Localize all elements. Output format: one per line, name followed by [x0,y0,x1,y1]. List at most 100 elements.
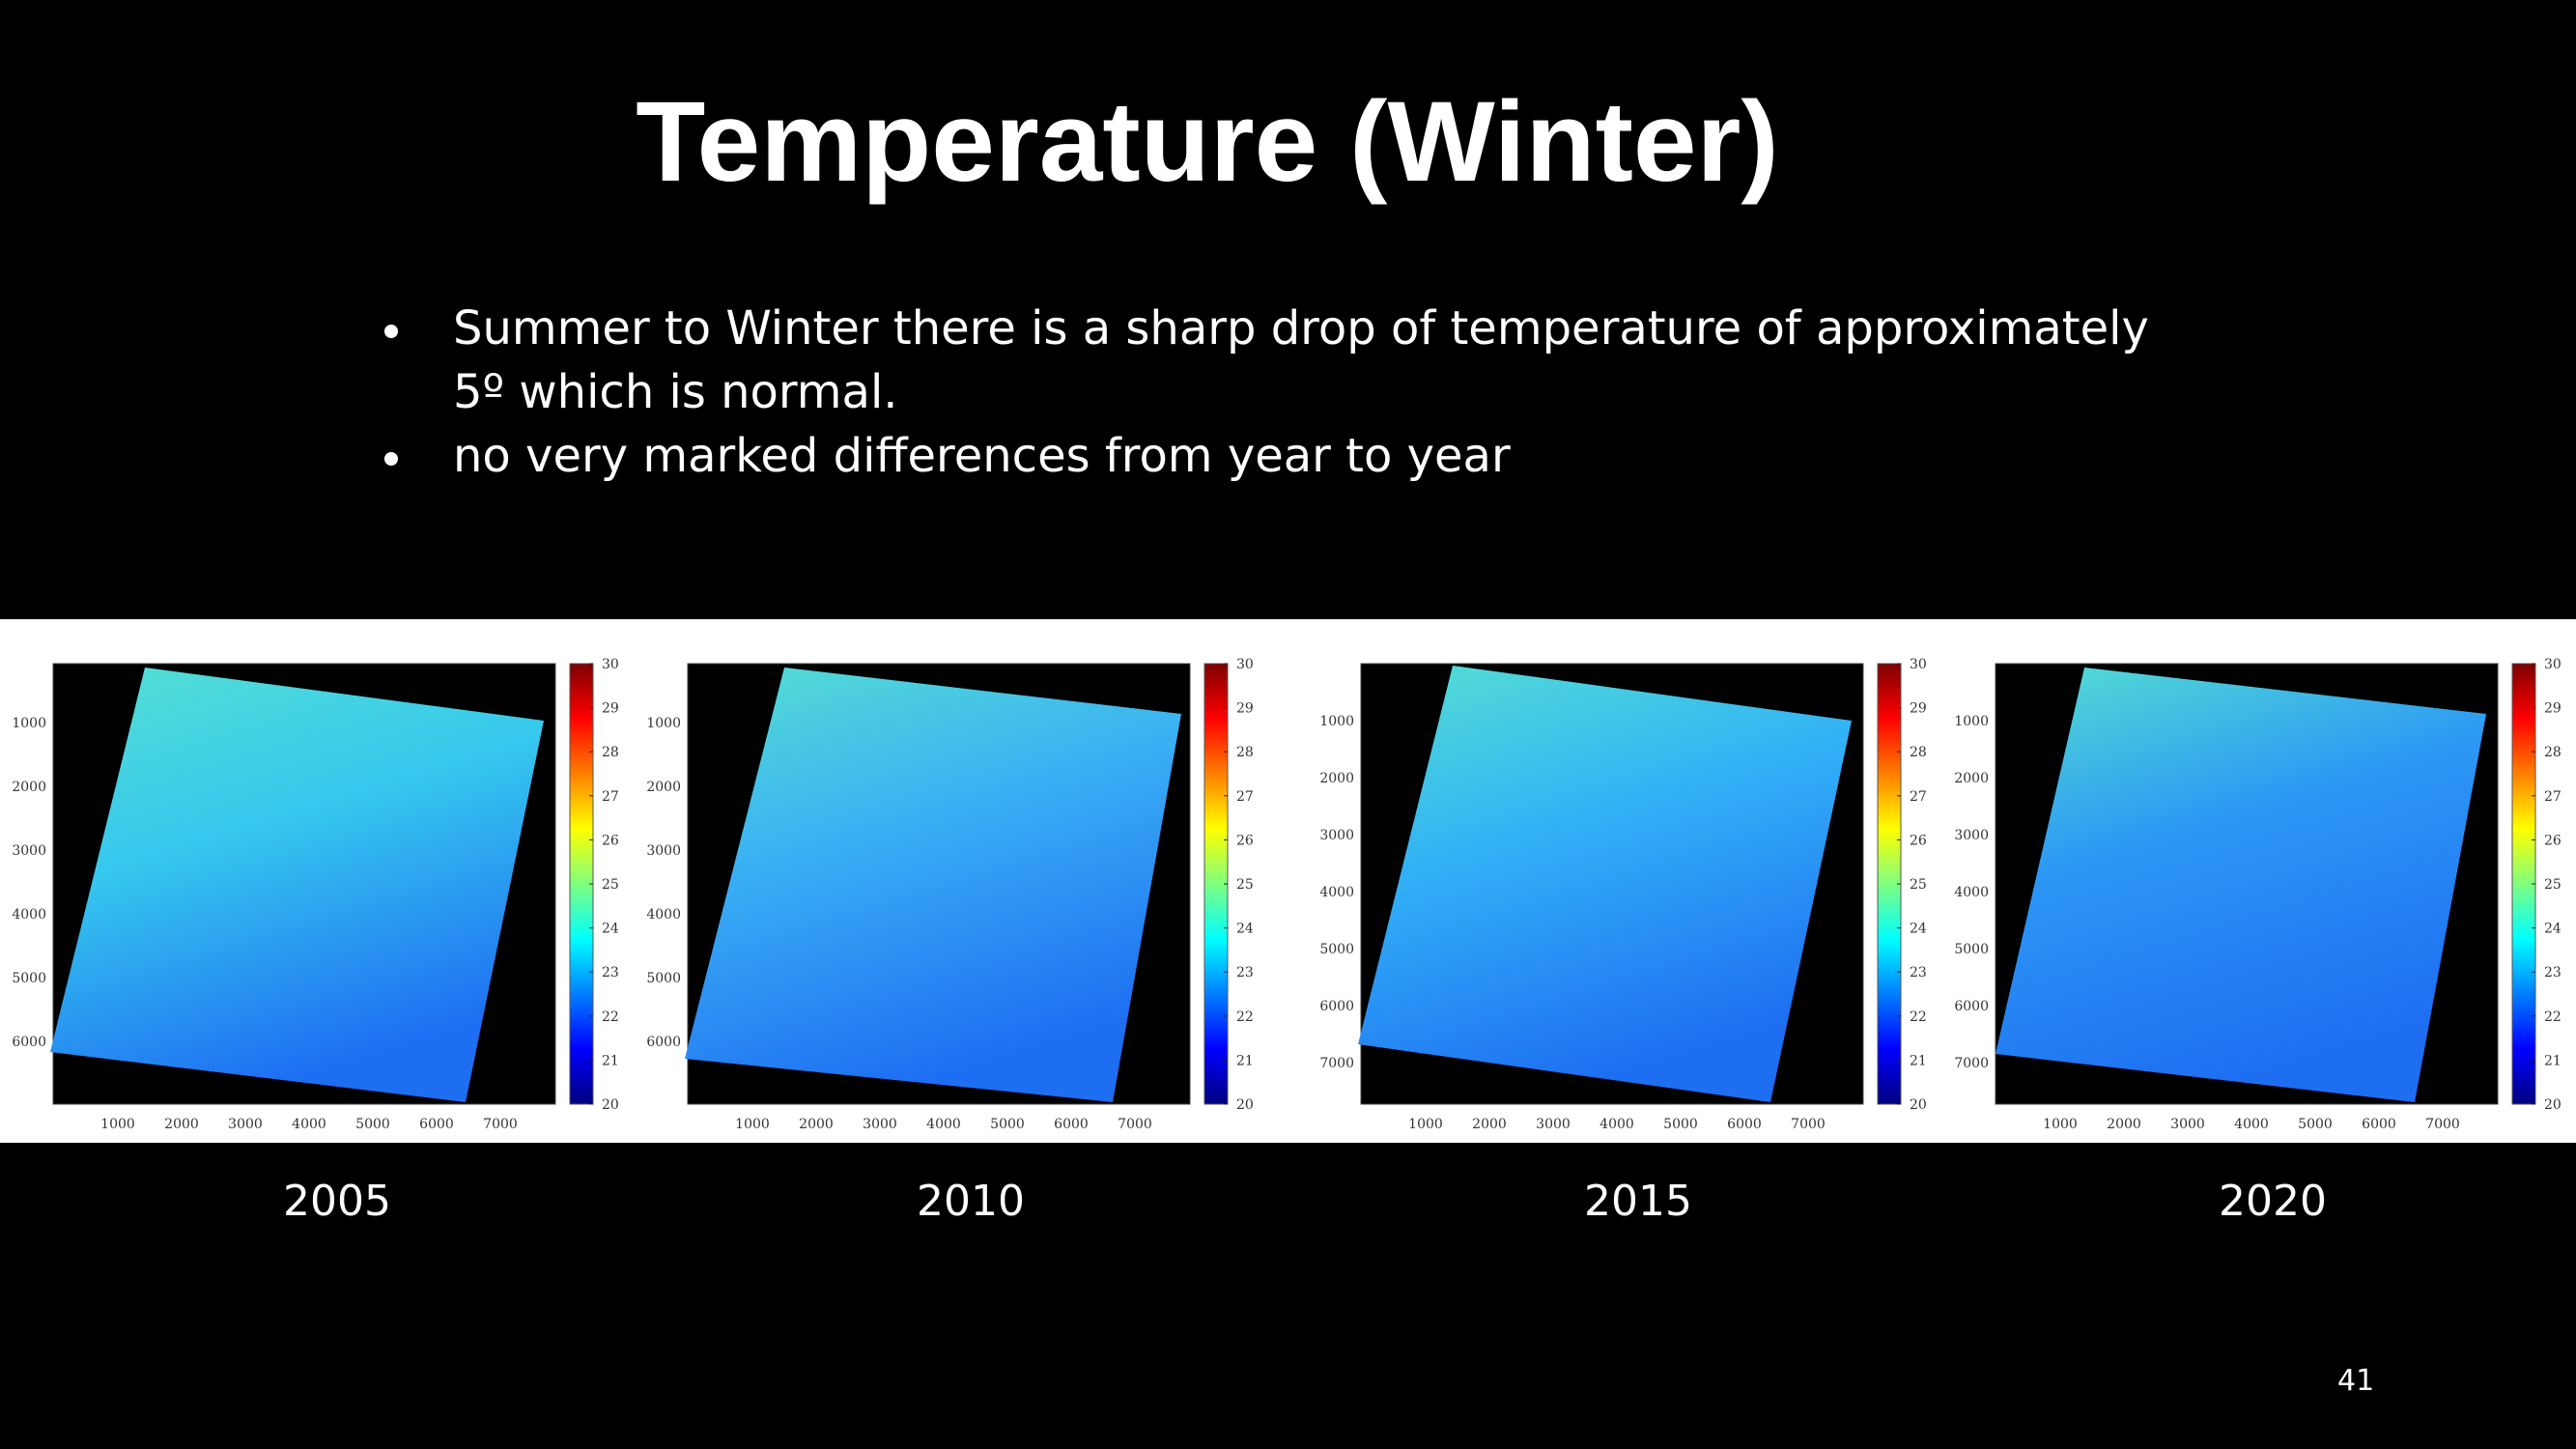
x-tick-label: 1000 [2043,1117,2078,1132]
y-tick-label: 6000 [12,1035,46,1050]
colorbar-tick-label: 21 [1236,1053,1254,1068]
x-tick-label: 5000 [2298,1117,2333,1132]
y-tick-label: 3000 [12,843,46,859]
y-tick-label: 3000 [1319,828,1354,843]
bullet-list: Summer to Winter there is a sharp drop o… [373,297,2208,488]
colorbar-tick-label: 26 [1236,833,1254,848]
y-tick-label: 4000 [1319,885,1354,900]
bullet-dot-icon [384,452,398,466]
colorbar-tick-label: 29 [1236,701,1254,717]
colorbar-tick-label: 28 [602,745,619,760]
colorbar-tick-label: 23 [602,965,619,980]
x-tick-label: 6000 [1727,1117,1762,1132]
x-tick-label: 1000 [1408,1117,1443,1132]
y-tick-label: 6000 [646,1035,681,1050]
bullet-dot-icon [384,325,398,338]
y-tick-label: 3000 [646,843,681,859]
y-tick-label: 1000 [1319,714,1354,729]
year-label: 2010 [917,1177,1025,1226]
y-tick-label: 5000 [646,971,681,986]
bullet-item: Summer to Winter there is a sharp drop o… [373,297,2208,424]
x-tick-label: 7000 [483,1117,518,1132]
heatmap-plot: 1000 2000 3000 4000 5000 6000 7000 1000 2000 3000… [646,657,1254,1132]
colorbar-tick-label: 30 [2544,657,2562,672]
colorbar-tick-label: 21 [1910,1053,1927,1068]
colorbar-tick-label: 28 [2544,745,2562,760]
x-tick-label: 5000 [1663,1117,1698,1132]
temperature-scene [1358,666,1852,1102]
y-tick-label: 7000 [1319,1056,1354,1071]
colorbar-tick-label: 25 [1910,877,1927,893]
colorbar-tick-label: 30 [602,657,619,672]
year-label: 2020 [2219,1177,2327,1226]
heatmap-plot: 1000 2000 3000 4000 5000 6000 7000 1000 2000 3000… [12,657,619,1132]
y-tick-label: 4000 [646,907,681,923]
x-tick-label: 2000 [1472,1117,1507,1132]
colorbar-tick-label: 27 [1910,789,1927,805]
colorbar-tick-label: 20 [1236,1097,1254,1113]
temperature-maps-strip: 1000 2000 3000 4000 5000 6000 7000 1000 2000 3000… [0,619,2576,1143]
x-tick-label: 5000 [355,1117,390,1132]
x-tick-label: 7000 [1791,1117,1826,1132]
temperature-scene [50,668,544,1102]
x-tick-label: 5000 [990,1117,1025,1132]
colorbar-tick-label: 24 [2544,922,2562,937]
colorbar-tick-label: 25 [2544,877,2562,893]
temperature-map-2005: 1000 2000 3000 4000 5000 6000 7000 1000 2000 3000… [0,619,635,1143]
colorbar-tick-label: 20 [2544,1097,2562,1113]
x-tick-label: 4000 [926,1117,961,1132]
x-tick-label: 4000 [1599,1117,1634,1132]
colorbar-tick-label: 23 [1910,965,1927,980]
x-tick-label: 6000 [2362,1117,2396,1132]
y-tick-label: 2000 [646,780,681,795]
y-tick-label: 4000 [12,907,46,923]
colorbar-tick-label: 29 [602,701,619,717]
colorbar-tick-label: 22 [1236,1009,1254,1025]
y-tick-label: 5000 [1319,942,1354,957]
colorbar-tick-label: 28 [1910,745,1927,760]
temperature-scene [1996,668,2486,1102]
year-label: 2005 [283,1177,391,1226]
x-tick-label: 1000 [100,1117,135,1132]
temperature-map-2020: 1000 2000 3000 4000 5000 6000 7000 1000 2000 3000… [1942,619,2576,1143]
y-tick-label: 4000 [1954,885,1989,900]
x-tick-label: 3000 [1536,1117,1571,1132]
colorbar-tick-label: 28 [1236,745,1254,760]
colorbar-tick-label: 22 [602,1009,619,1025]
y-tick-label: 5000 [12,971,46,986]
y-tick-label: 6000 [1954,999,1989,1014]
y-tick-label: 2000 [12,780,46,795]
colorbar-tick-label: 27 [602,789,619,805]
bullet-text: Summer to Winter there is a sharp drop o… [453,301,2149,419]
temperature-scene [685,668,1181,1102]
y-tick-label: 1000 [12,716,46,731]
bullet-text: no very marked differences from year to … [453,429,1511,483]
x-tick-label: 7000 [1118,1117,1152,1132]
x-tick-label: 6000 [1054,1117,1089,1132]
y-tick-label: 5000 [1954,942,1989,957]
colorbar-tick-label: 27 [2544,789,2562,805]
colorbar-tick-label: 21 [2544,1053,2562,1068]
colorbar-tick-label: 30 [1910,657,1927,672]
x-tick-label: 3000 [228,1117,263,1132]
colorbar-tick-label: 24 [1910,922,1927,937]
y-tick-label: 3000 [1954,828,1989,843]
colorbar-tick-label: 21 [602,1053,619,1068]
y-tick-label: 1000 [646,716,681,731]
temperature-map-2010: 1000 2000 3000 4000 5000 6000 7000 1000 2000 3000… [635,619,1269,1143]
colorbar-tick-label: 26 [1910,833,1927,848]
temperature-map-2015: 1000 2000 3000 4000 5000 6000 7000 1000 2000 3000… [1308,619,1942,1143]
x-tick-label: 2000 [799,1117,834,1132]
colorbar-tick-label: 26 [2544,833,2562,848]
y-tick-label: 6000 [1319,999,1354,1014]
x-tick-label: 6000 [419,1117,454,1132]
x-tick-label: 2000 [164,1117,199,1132]
y-tick-label: 1000 [1954,714,1989,729]
colorbar-tick-label: 23 [1236,965,1254,980]
colorbar-tick-label: 29 [2544,701,2562,717]
page-number: 41 [2337,1364,2375,1398]
heatmap-plot: 1000 2000 3000 4000 5000 6000 7000 1000 2000 3000… [1954,657,2562,1132]
colorbar-tick-label: 20 [602,1097,619,1113]
x-tick-label: 3000 [2170,1117,2205,1132]
x-tick-label: 1000 [735,1117,770,1132]
